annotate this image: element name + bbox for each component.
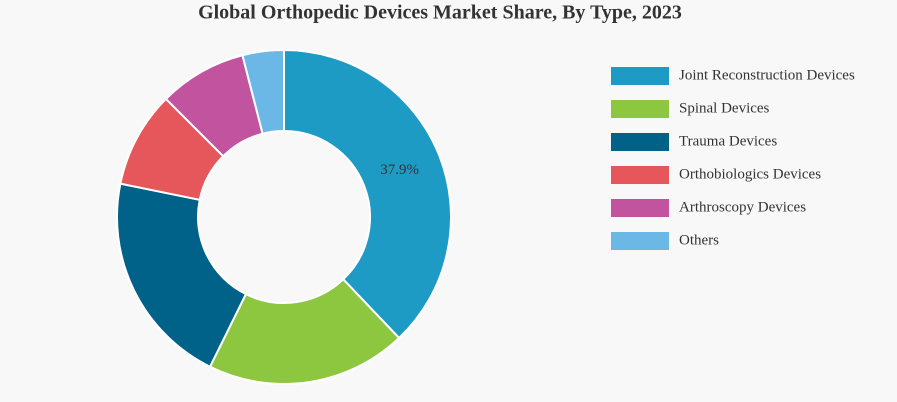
legend-swatch xyxy=(611,100,669,118)
chart-title: Global Orthopedic Devices Market Share, … xyxy=(198,2,682,24)
legend-label: Trauma Devices xyxy=(679,133,777,149)
donut-slice xyxy=(208,277,401,385)
legend-label: Orthobiologics Devices xyxy=(679,166,821,182)
legend-swatch xyxy=(611,232,669,250)
legend-swatch xyxy=(611,67,669,85)
legend-swatch xyxy=(611,166,669,184)
legend-swatch xyxy=(611,133,669,151)
legend-label: Spinal Devices xyxy=(679,100,770,116)
legend-swatch xyxy=(611,199,669,217)
legend-label: Others xyxy=(679,232,719,248)
legend-label: Joint Reconstruction Devices xyxy=(679,67,855,83)
value-label: 37.9% xyxy=(380,162,419,178)
donut-slice xyxy=(241,48,285,135)
legend-label: Arthroscopy Devices xyxy=(679,199,806,215)
donut-slice xyxy=(116,182,248,369)
donut-slice xyxy=(283,48,452,340)
